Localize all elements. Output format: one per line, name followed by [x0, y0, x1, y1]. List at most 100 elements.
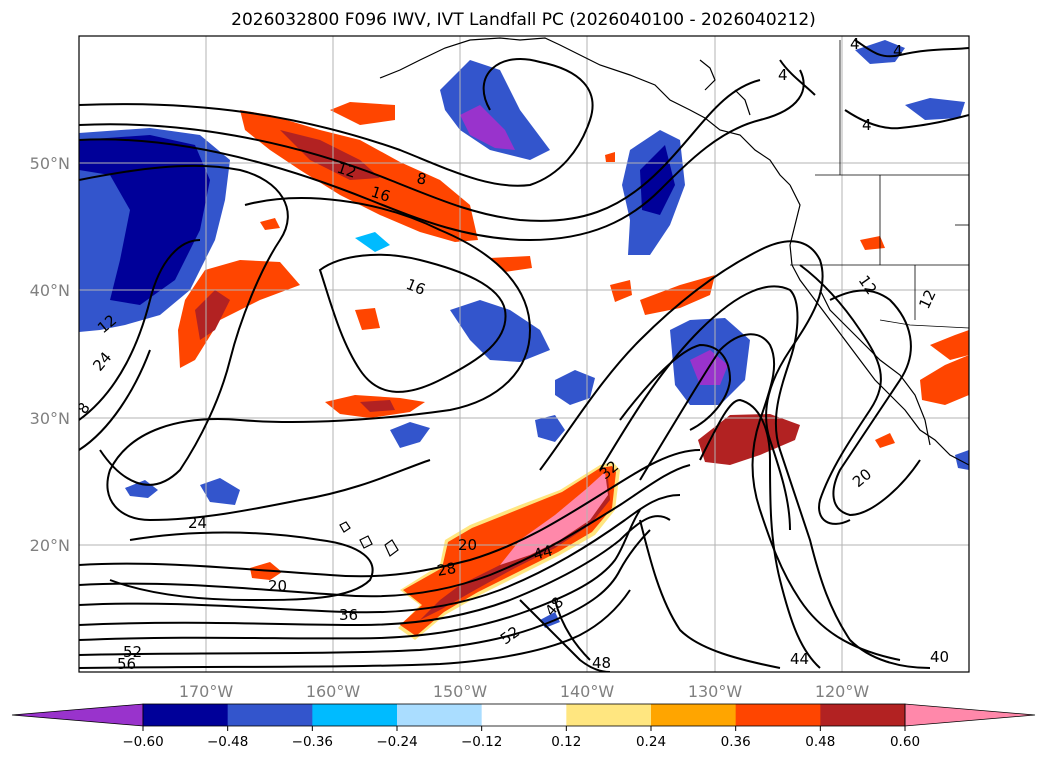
x-tick-label: 160°W [306, 682, 361, 701]
anomaly-spot-q [875, 433, 895, 448]
x-tick-labels: 170°W 160°W 150°W 140°W 130°W 120°W [179, 682, 870, 701]
anomaly-region-western-core [195, 290, 230, 340]
border-us-mexico [879, 319, 969, 329]
contour-south-east [639, 519, 781, 669]
contour-ar-7 [79, 589, 631, 669]
x-tick-label: 170°W [179, 682, 234, 701]
colorbar-border [142, 703, 906, 727]
anomaly-spot-t [930, 330, 969, 360]
political-borders [790, 40, 969, 329]
islands-ak-2 [734, 89, 751, 116]
anomaly-region-central-pacific [450, 300, 550, 362]
anomaly-spot-c [390, 422, 430, 448]
contour-coastal-1 [829, 289, 921, 517]
anomaly-spot-b [535, 415, 565, 442]
anomaly-spot-m [610, 280, 632, 302]
colorbar-tick-label: −0.12 [461, 734, 502, 750]
colorbar-tick-label: 0.24 [636, 734, 666, 750]
islands-hawaii-2 [359, 535, 373, 549]
colorbar-tick-label: −0.48 [207, 734, 248, 750]
x-tick-label: 120°W [815, 682, 870, 701]
contour-label: 4 [850, 35, 860, 53]
anomaly-region-western [178, 260, 300, 368]
contour-jet-1 [79, 79, 761, 222]
y-tick-label: 20°N [30, 536, 70, 555]
contour-northeast-3 [779, 59, 816, 96]
colorbar-segment [820, 704, 906, 726]
contour-label: 4 [862, 116, 872, 134]
anomaly-spot-f [855, 40, 905, 64]
colorbar-segment [227, 704, 313, 726]
anomaly-spot-l [355, 308, 380, 330]
contour-ar-5 [79, 509, 641, 641]
anomaly-region-gulf-alaska [440, 60, 550, 160]
contour-label: 24 [188, 514, 207, 532]
coastline-baja [819, 289, 931, 446]
contour-label: 20 [458, 536, 477, 554]
ar-plume-pink [500, 472, 608, 565]
contour-south-2 [554, 599, 591, 661]
anomaly-spot-s [920, 355, 969, 405]
anomaly-spot-o-core [360, 400, 395, 412]
anomaly-spot-h [355, 232, 390, 252]
islands-hawaii-1 [384, 539, 399, 557]
contour-subtropical-1 [79, 239, 201, 421]
anomaly-spot-j [260, 218, 280, 230]
contour-label: 16 [369, 183, 393, 206]
contour-east-5 [699, 398, 821, 669]
colorbar-extend-high [904, 703, 1036, 727]
coastlines [339, 37, 969, 557]
contour-east-2 [599, 285, 931, 669]
islands-hawaii-3 [339, 521, 351, 533]
colorbar-tick-label: 0.60 [890, 734, 920, 750]
x-tick-label: 130°W [688, 682, 743, 701]
colorbar-tick-label: −0.24 [376, 734, 417, 750]
contour-northeast-2 [844, 109, 969, 130]
map-frame [78, 35, 970, 673]
ar-plume-red [420, 478, 610, 620]
chart-title: 2026032800 F096 IWV, IVT Landfall PC (20… [231, 10, 816, 30]
contour-coastal-2 [799, 264, 882, 525]
colorbar-tick-label: 0.48 [805, 734, 835, 750]
y-tick-label: 40°N [30, 281, 70, 300]
anomaly-region-gulf-alaska-core [460, 105, 515, 150]
anomaly-spot-r [860, 236, 885, 250]
islands-ak-1 [699, 59, 716, 91]
contour-ar-4 [79, 515, 671, 627]
coastline-bc [789, 184, 969, 466]
x-tick-label: 140°W [560, 682, 615, 701]
colorbar-tick-label: 0.36 [721, 734, 751, 750]
colorbar-segment [566, 704, 652, 726]
contour-label: 48 [592, 654, 611, 672]
colorbar-segment [143, 704, 229, 726]
contour-subtropical-2 [79, 349, 151, 451]
contour-south-1 [519, 599, 611, 672]
contour-northeast-1 [854, 39, 969, 58]
colorbar-tick-label: 0.12 [551, 734, 581, 750]
contour-label: 44 [531, 542, 554, 564]
contour-label: 16 [404, 275, 428, 299]
contour-ar-6 [79, 529, 651, 656]
contour-arc-lower [109, 531, 374, 602]
coastline-alaska [379, 37, 791, 186]
contour-loop-central [318, 253, 507, 393]
anomaly-region-north-spot [330, 102, 395, 125]
anomaly-spot-p [698, 414, 800, 465]
colorbar: −0.60 −0.48 −0.36 −0.24 −0.12 0.12 0.24 0.36 0.4… [11, 703, 1036, 750]
contour-label: 8 [415, 169, 428, 188]
map-area: 4 4 4 4 8 12 16 16 12 24 8 12 24 20 20 2… [79, 35, 969, 672]
contour-label: 4 [778, 66, 788, 84]
contour-label: 40 [930, 648, 949, 666]
anomaly-spot-k [490, 256, 532, 272]
anomaly-spot-n [640, 275, 715, 315]
contour-east-4 [619, 343, 732, 431]
y-tick-label: 50°N [30, 154, 70, 173]
contour-label: 52 [123, 643, 142, 661]
colorbar-segment [735, 704, 821, 726]
colorbar-tick-label: −0.36 [292, 734, 333, 750]
anomaly-spot-e [200, 478, 240, 505]
contour-label: 44 [790, 650, 809, 668]
contour-jet-2 [79, 69, 805, 242]
y-tick-label: 30°N [30, 409, 70, 428]
